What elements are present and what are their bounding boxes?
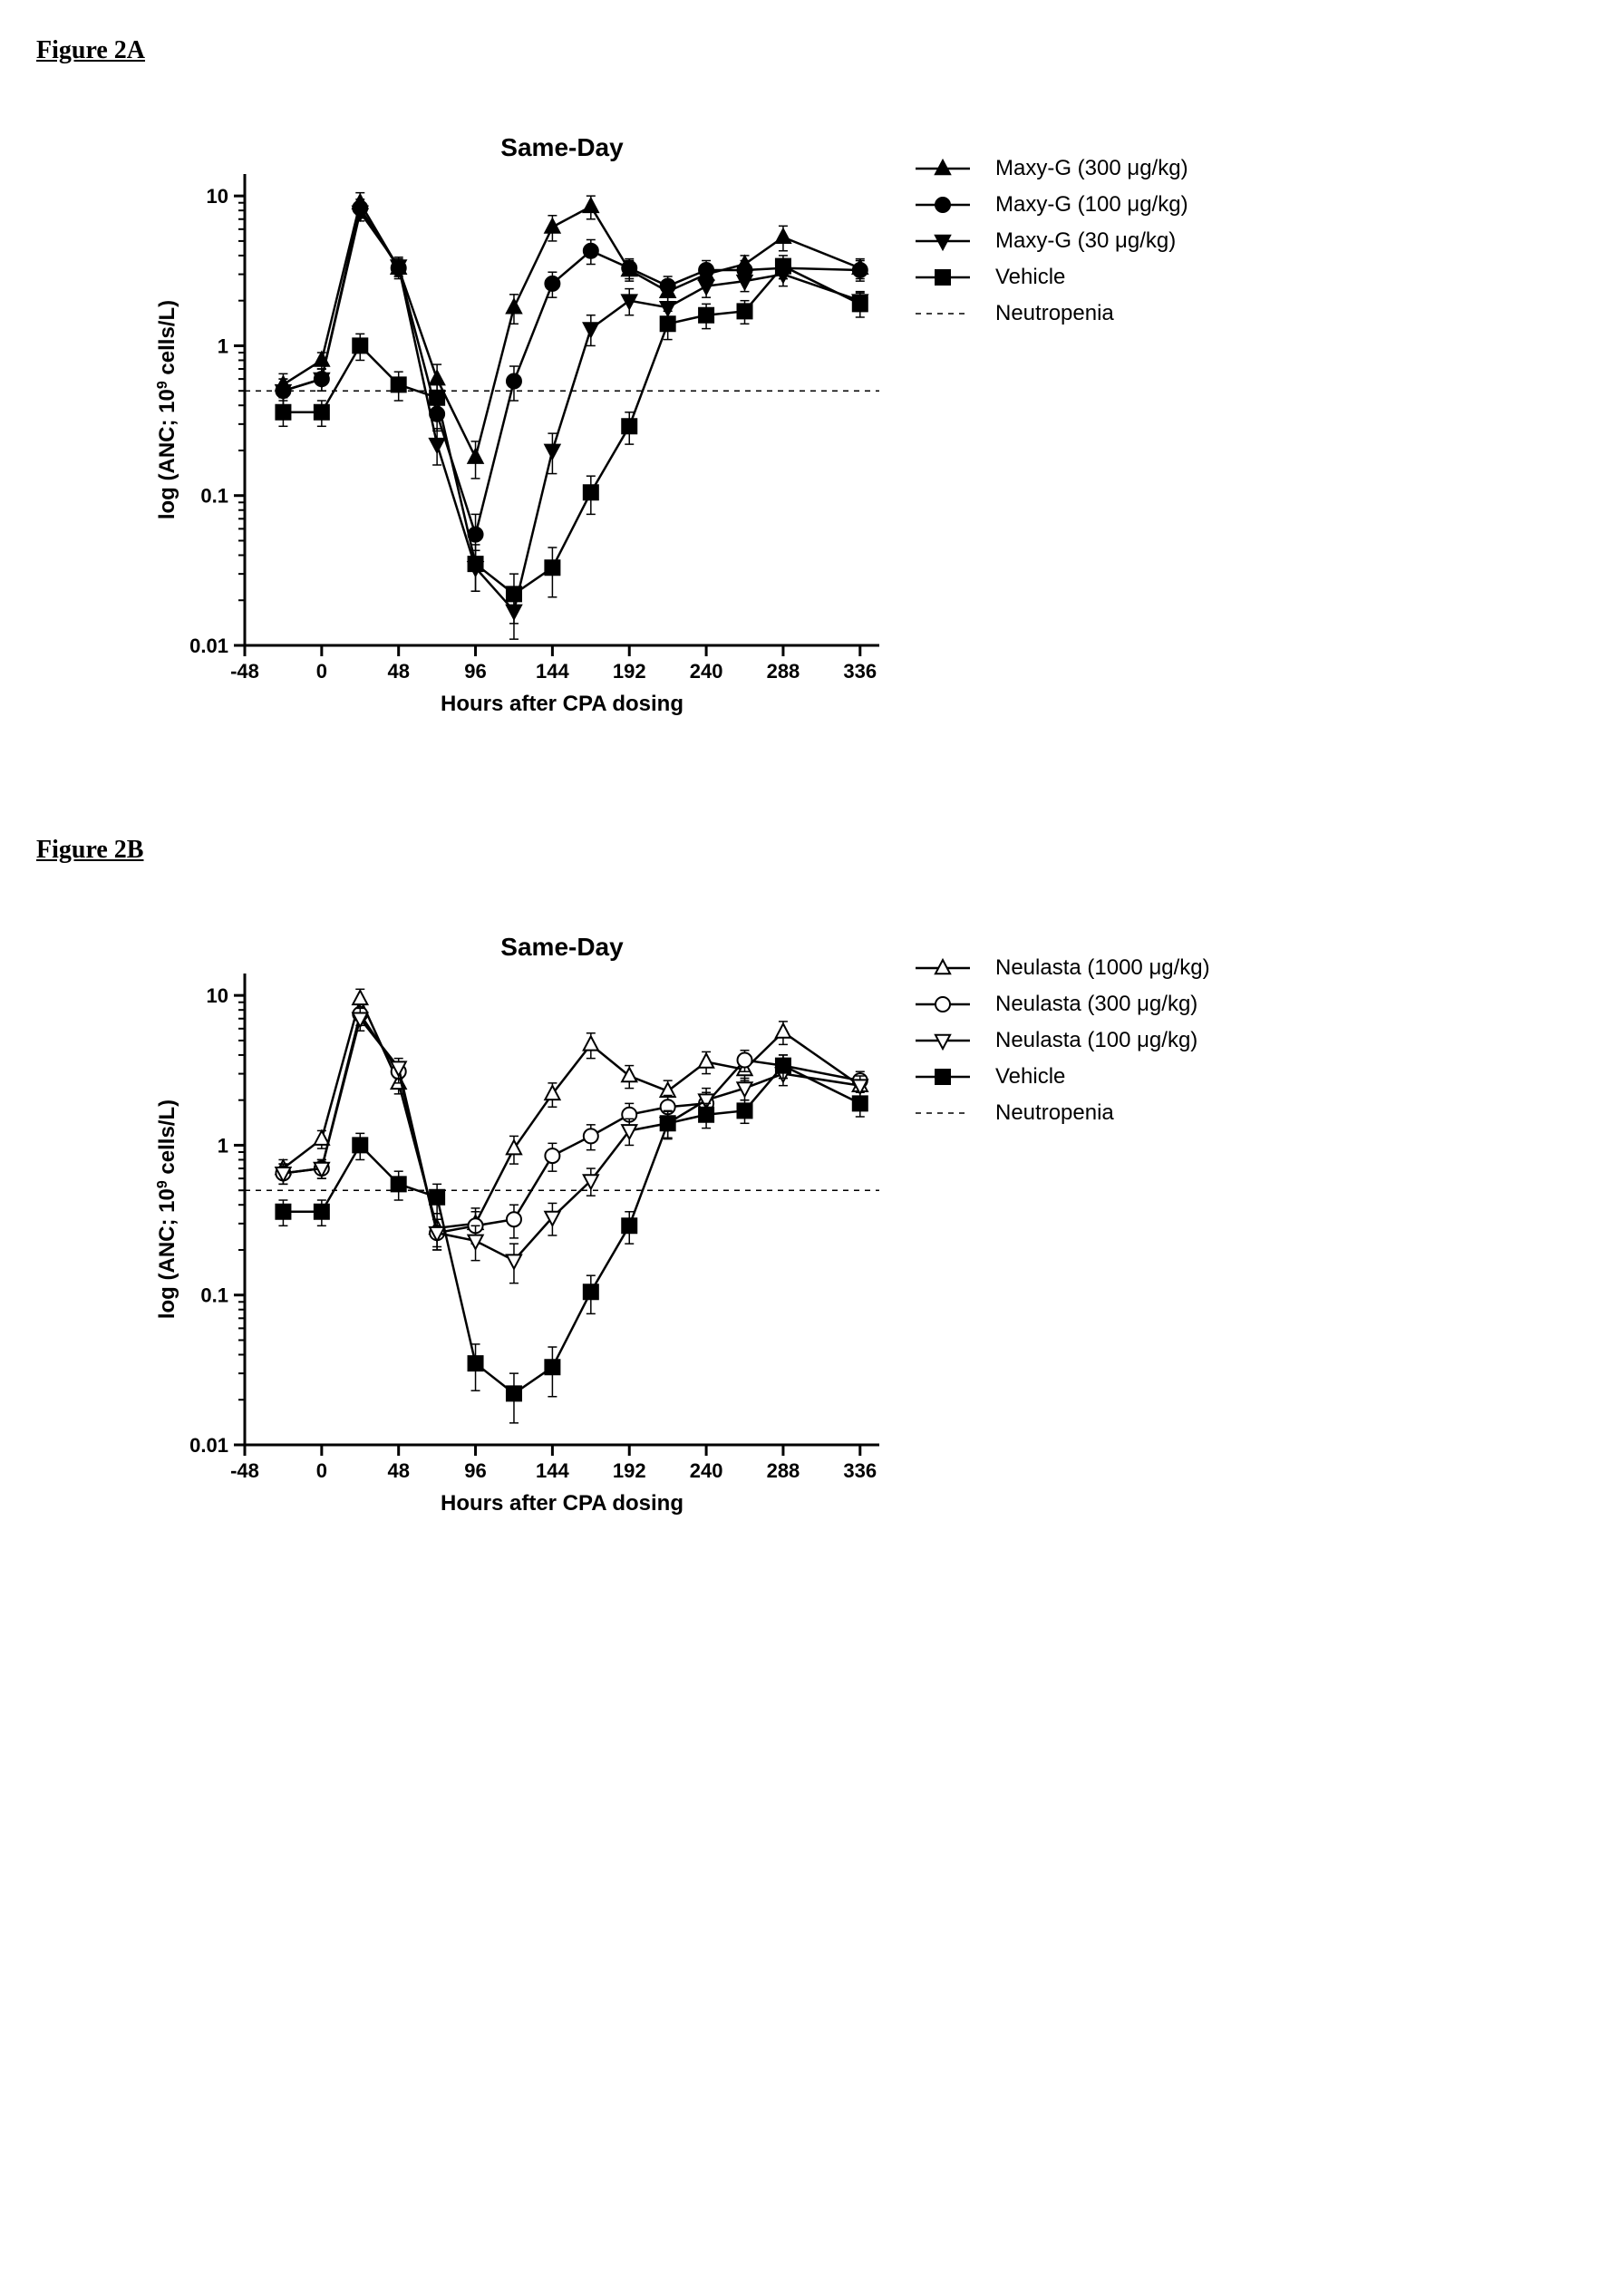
legend-label: Neulasta (300 μg/kg)	[995, 992, 1197, 1017]
legend-item: Maxy-G (300 μg/kg)	[916, 156, 1188, 181]
legend-item: Maxy-G (100 μg/kg)	[916, 192, 1188, 218]
svg-text:240: 240	[690, 1459, 723, 1482]
svg-text:0.01: 0.01	[189, 635, 228, 657]
figure-2b-chart: Same-Day 0.01 0.1 1 10 -48 0 48 96 144 192 240 288 33…	[145, 919, 897, 1526]
legend-label: Neulasta (1000 μg/kg)	[995, 955, 1210, 981]
svg-text:0.01: 0.01	[189, 1434, 228, 1457]
figure-2a-legend: Maxy-G (300 μg/kg) Maxy-G (100 μg/kg) Maxy…	[916, 156, 1188, 337]
svg-text:0.1: 0.1	[200, 485, 228, 508]
svg-text:192: 192	[613, 660, 646, 683]
legend-label: Maxy-G (30 μg/kg)	[995, 228, 1176, 254]
legend-item-neutropenia: Neutropenia	[916, 1100, 1210, 1126]
svg-text:336: 336	[843, 1459, 877, 1482]
svg-text:Same-Day: Same-Day	[500, 133, 624, 161]
svg-text:0.1: 0.1	[200, 1284, 228, 1307]
svg-text:48: 48	[387, 660, 409, 683]
figure-2a-chart-wrap: Same-Day 0.01 0.1 1 10 -48 0 48 96 144 192 240 288 33…	[145, 120, 1583, 727]
figure-2b-label: Figure 2B	[36, 836, 1583, 865]
figure-2b-legend: Neulasta (1000 μg/kg) Neulasta (300 μg/kg…	[916, 955, 1210, 1137]
legend-label: Maxy-G (100 μg/kg)	[995, 192, 1188, 218]
svg-text:96: 96	[464, 1459, 486, 1482]
figure-2a-block: Figure 2A Same-Day 0.01 0.1 1 10 -48 0 48 96 144 1…	[36, 36, 1583, 727]
legend-item: Neulasta (100 μg/kg)	[916, 1028, 1210, 1053]
legend-label: Neutropenia	[995, 301, 1114, 326]
svg-text:288: 288	[767, 660, 800, 683]
svg-text:192: 192	[613, 1459, 646, 1482]
svg-text:Hours after CPA dosing: Hours after CPA dosing	[441, 1491, 683, 1516]
svg-text:1: 1	[218, 1134, 228, 1157]
svg-text:288: 288	[767, 1459, 800, 1482]
svg-text:Same-Day: Same-Day	[500, 933, 624, 961]
svg-text:10: 10	[207, 984, 228, 1007]
svg-text:log (ANC; 109 cells/L): log (ANC; 109 cells/L)	[155, 300, 180, 519]
legend-item: Maxy-G (30 μg/kg)	[916, 228, 1188, 254]
svg-text:Hours after CPA dosing: Hours after CPA dosing	[441, 692, 683, 716]
svg-text:log (ANC; 109 cells/L): log (ANC; 109 cells/L)	[155, 1100, 180, 1319]
figure-2a-chart: Same-Day 0.01 0.1 1 10 -48 0 48 96 144 192 240 288 33…	[145, 120, 897, 727]
legend-item: Neulasta (300 μg/kg)	[916, 992, 1210, 1017]
legend-label: Neulasta (100 μg/kg)	[995, 1028, 1197, 1053]
legend-label: Neutropenia	[995, 1100, 1114, 1126]
svg-text:0: 0	[316, 660, 327, 683]
svg-text:144: 144	[536, 660, 569, 683]
svg-text:0: 0	[316, 1459, 327, 1482]
figure-2b-chart-wrap: Same-Day 0.01 0.1 1 10 -48 0 48 96 144 192 240 288 33…	[145, 919, 1583, 1526]
legend-item: Neulasta (1000 μg/kg)	[916, 955, 1210, 981]
svg-text:-48: -48	[230, 1459, 259, 1482]
svg-text:96: 96	[464, 660, 486, 683]
legend-item-neutropenia: Neutropenia	[916, 301, 1188, 326]
figure-2b-block: Figure 2B Same-Day 0.01 0.1 1 10 -48 0 48 96 144 1…	[36, 836, 1583, 1526]
legend-label: Maxy-G (300 μg/kg)	[995, 156, 1188, 181]
svg-text:10: 10	[207, 185, 228, 208]
svg-text:144: 144	[536, 1459, 569, 1482]
legend-item: Vehicle	[916, 265, 1188, 290]
svg-text:-48: -48	[230, 660, 259, 683]
legend-label: Vehicle	[995, 1064, 1065, 1090]
legend-item: Vehicle	[916, 1064, 1210, 1090]
svg-text:48: 48	[387, 1459, 409, 1482]
figure-2a-label: Figure 2A	[36, 36, 1583, 65]
legend-label: Vehicle	[995, 265, 1065, 290]
svg-text:1: 1	[218, 334, 228, 357]
svg-text:336: 336	[843, 660, 877, 683]
svg-text:240: 240	[690, 660, 723, 683]
